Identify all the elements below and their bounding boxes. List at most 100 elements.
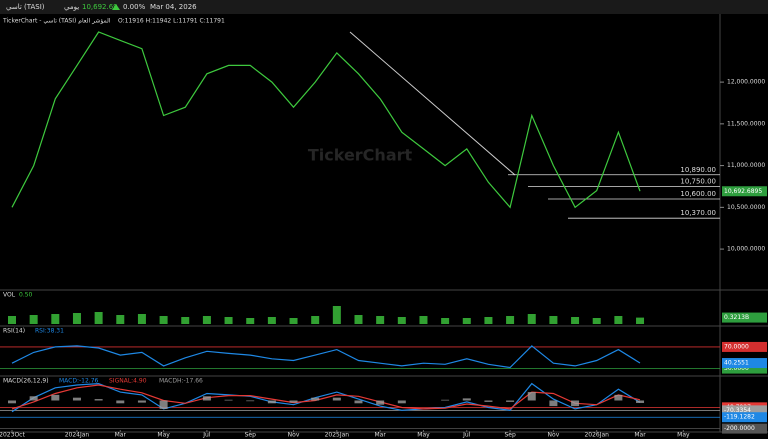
value-box [722, 341, 767, 352]
watermark: TickerChart [308, 146, 413, 165]
value-box-label: -70.3354 [724, 407, 751, 414]
x-tick-label: May [677, 432, 690, 439]
up-arrow [112, 4, 120, 10]
bar [116, 400, 125, 404]
bar [571, 317, 580, 324]
bar [614, 316, 623, 324]
panel-title: VOL [3, 292, 16, 299]
bar [376, 400, 385, 405]
info-name: TickerChart - تاسي (TASI) المؤشر العام [2, 18, 111, 25]
value-box [722, 363, 767, 374]
change: 0.00% [123, 3, 146, 11]
bar [267, 400, 276, 404]
legend-label: SIGNAL:4.90 [109, 378, 147, 385]
x-tick-label: 2024Jan [65, 432, 90, 439]
bar [94, 399, 103, 401]
panel-title: MACD(26,12,9) [3, 378, 49, 385]
bar [29, 315, 38, 324]
bar [224, 399, 233, 401]
x-tick-label: Nov [288, 432, 300, 439]
x-tick-label: May [157, 432, 170, 439]
panel-subtitle: 0.50 [19, 292, 33, 299]
bar [549, 400, 558, 407]
value-box-label: -119.1282 [724, 414, 755, 421]
price-level-label: 10,750.00 [680, 177, 716, 185]
y-tick-label: 12,000.0000 [727, 79, 765, 86]
value-box-label: 10,692.6895 [724, 188, 762, 195]
legend-label: RSI:38.31 [35, 328, 64, 335]
bar [506, 400, 515, 402]
bar [246, 318, 255, 324]
legend-label: MACD:-12.76 [59, 378, 99, 385]
bar [137, 314, 146, 324]
bar [397, 317, 406, 324]
date: Mar 04, 2026 [150, 3, 197, 11]
bar [571, 400, 580, 407]
bar [267, 317, 276, 324]
bar [441, 399, 450, 401]
legend-label: MACDH:-17.66 [159, 378, 203, 385]
trend-line [349, 31, 516, 176]
series-line [11, 345, 641, 369]
bar [397, 400, 406, 404]
value-box [722, 405, 767, 416]
bar [311, 316, 320, 324]
bar [224, 317, 233, 324]
bar [376, 316, 385, 324]
value-box [722, 312, 767, 323]
price: 10,692.69 [82, 3, 118, 11]
x-tick-label: Jul [462, 432, 471, 439]
bar [29, 396, 38, 401]
symbol: تاسي (TASI) [6, 3, 45, 11]
bar [72, 313, 81, 324]
bar [289, 400, 298, 403]
bar [181, 317, 190, 324]
price-level-label: 10,600.00 [680, 190, 716, 198]
value-box-label: 40.2551 [724, 360, 749, 367]
x-tick-label: 2026Jan [584, 432, 609, 439]
bar [311, 397, 320, 401]
bar [614, 394, 623, 401]
period: يومي [64, 3, 79, 11]
value-box-label: 70.0000 [724, 343, 749, 350]
x-tick-label: 2025Jan [325, 432, 350, 439]
bar [354, 315, 363, 324]
price-level-label: 10,890.00 [680, 166, 716, 174]
bar [527, 392, 536, 401]
value-box [722, 412, 767, 423]
y-tick-label: 10,000.0000 [727, 246, 765, 253]
y-tick-label: 11,000.0000 [727, 162, 765, 169]
x-tick-label: Nov [548, 432, 560, 439]
x-tick-label: Mar [374, 432, 386, 439]
x-tick-label: Mar [115, 432, 127, 439]
bar [159, 400, 168, 409]
bar [354, 400, 363, 404]
value-box [722, 423, 767, 434]
value-box [722, 358, 767, 369]
bar [332, 306, 341, 324]
bar [419, 316, 428, 324]
value-box-label: 30.0000 [724, 365, 749, 372]
bar [51, 314, 60, 324]
bar [246, 400, 255, 402]
bar [462, 318, 471, 324]
price-level-label: 10,370.00 [680, 209, 716, 217]
bar [8, 400, 16, 404]
panel-title: RSI(14) [3, 328, 25, 335]
bar [332, 397, 341, 401]
bar [592, 318, 601, 324]
y-tick-label: 10,500.0000 [727, 204, 765, 211]
bar [116, 315, 125, 324]
value-box-label: -200.0000 [724, 425, 755, 432]
bar [441, 318, 450, 324]
x-tick-label: Sep [245, 432, 257, 439]
x-tick-label: 2023Oct [0, 432, 25, 439]
x-tick-label: Sep [504, 432, 516, 439]
bar [94, 312, 103, 324]
bar [8, 316, 16, 324]
value-box-label: 0.3213B [724, 314, 749, 321]
bar [51, 394, 60, 401]
info-ohlc: O:11916 H:11942 L:11791 C:11791 [118, 18, 225, 25]
bar [527, 314, 536, 324]
bar [72, 397, 81, 401]
